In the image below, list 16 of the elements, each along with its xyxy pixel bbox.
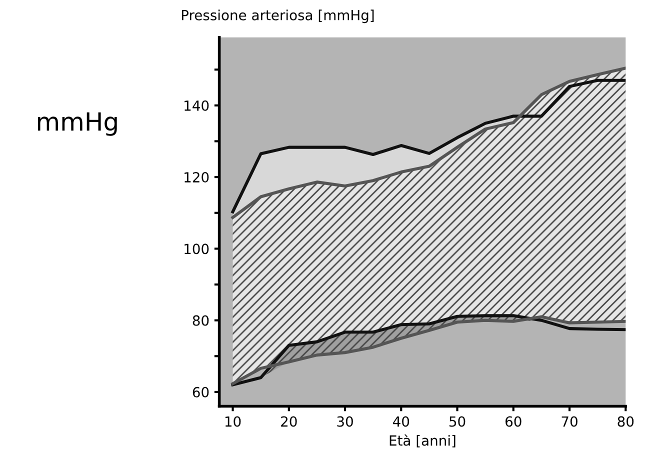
chart-title: Pressione arteriosa [mmHg] [182, 10, 374, 24]
y-tick-label: 60 [192, 386, 209, 398]
x-tick-label: 50 [450, 416, 466, 427]
y-tick-label: 80 [192, 315, 209, 326]
x-tick-label: 80 [618, 416, 634, 427]
text: mmHg [38, 112, 117, 136]
x-tick-label: 60 [506, 416, 522, 427]
x-tick-label: 30 [337, 416, 353, 427]
x-tick-label: 10 [225, 416, 241, 427]
x-tick-label: 40 [392, 416, 410, 427]
y-tick-label: 120 [184, 172, 209, 183]
x-tick-label: 70 [562, 416, 578, 427]
x-tick-label: 20 [281, 416, 297, 427]
y-tick-label: 100 [184, 244, 209, 254]
y-tick-label: 140 [184, 100, 209, 111]
x-axis-title: Età [anni] [390, 434, 456, 448]
